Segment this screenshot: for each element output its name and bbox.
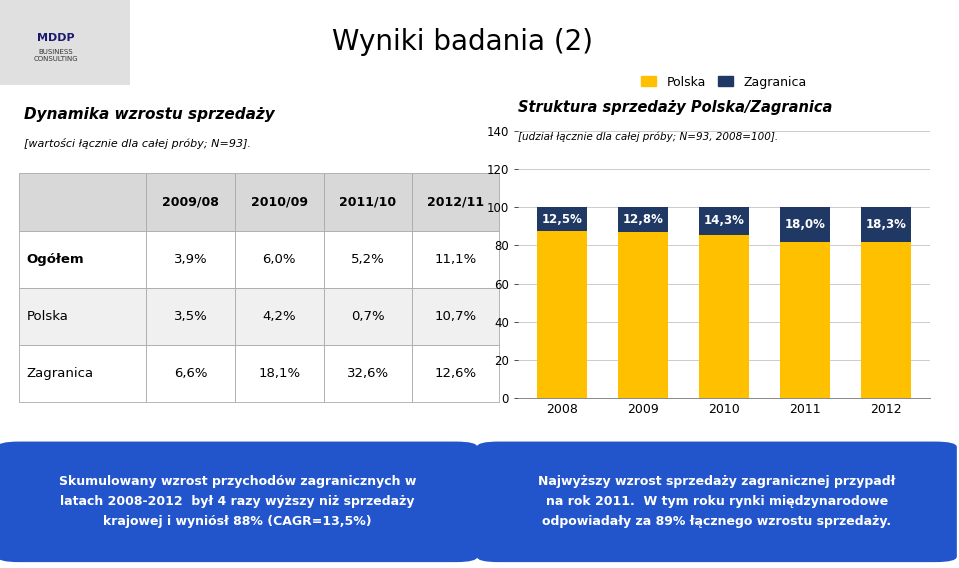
Bar [146,173,235,231]
Bar [324,345,412,402]
Bar [861,207,911,242]
Text: BUSINESS
CONSULTING: BUSINESS CONSULTING [34,49,78,62]
Text: 5,2%: 5,2% [351,253,385,266]
Bar [146,345,235,402]
Bar [0,0,129,85]
Text: Struktura sprzedaży Polska/Zagranica: Struktura sprzedaży Polska/Zagranica [518,100,832,115]
Bar [412,173,499,231]
Text: Polska: Polska [27,310,68,323]
Text: Ogółem: Ogółem [27,253,84,266]
FancyBboxPatch shape [0,441,478,562]
Text: Najwyższy wzrost sprzedaży zagranicznej przypadł
na rok 2011.  W tym roku rynki : Najwyższy wzrost sprzedaży zagranicznej … [538,475,896,528]
Text: 3,5%: 3,5% [174,310,207,323]
Text: 2011/10: 2011/10 [339,195,397,208]
Bar [537,207,587,231]
Text: 12,5%: 12,5% [541,213,582,225]
Bar [412,288,499,345]
Bar [537,231,587,398]
Text: MDDP: MDDP [36,34,75,43]
Text: 18,1%: 18,1% [258,367,300,380]
Text: 32,6%: 32,6% [347,367,389,380]
Text: 6,0%: 6,0% [263,253,296,266]
Bar [235,345,324,402]
Text: 6,6%: 6,6% [174,367,207,380]
Text: 2009/08: 2009/08 [162,195,219,208]
Bar [324,173,412,231]
Bar [618,232,668,398]
Bar [699,235,749,398]
Bar [412,231,499,288]
Bar [780,207,830,241]
Bar [19,173,146,231]
FancyBboxPatch shape [477,441,957,562]
Text: 3,9%: 3,9% [174,253,207,266]
Text: 0,7%: 0,7% [351,310,385,323]
Text: 10,7%: 10,7% [434,310,477,323]
Text: Skumulowany wzrost przychodów zagranicznych w
latach 2008-2012  był 4 razy wyższ: Skumulowany wzrost przychodów zagraniczn… [58,475,416,528]
Text: [wartości łącznie dla całej próby; N=93].: [wartości łącznie dla całej próby; N=93]… [24,139,251,149]
Bar [19,345,146,402]
Bar [19,231,146,288]
Bar [19,288,146,345]
Bar [780,241,830,398]
Bar [235,173,324,231]
Bar [324,288,412,345]
Bar [146,231,235,288]
Bar [235,231,324,288]
Text: 2010/09: 2010/09 [251,195,308,208]
Bar [146,288,235,345]
Text: 4,2%: 4,2% [263,310,296,323]
Text: [udział łącznie dla całej próby; N=93, 2008=100].: [udział łącznie dla całej próby; N=93, 2… [518,131,778,141]
Bar [324,231,412,288]
Text: 12,6%: 12,6% [434,367,477,380]
Text: Wyniki badania (2): Wyniki badania (2) [332,28,594,56]
Text: Zagranica: Zagranica [27,367,93,380]
Bar [861,242,911,398]
Bar [618,207,668,232]
Text: 18,3%: 18,3% [866,218,907,231]
Bar [699,207,749,235]
Bar [412,345,499,402]
Text: Dynamika wzrostu sprzedaży: Dynamika wzrostu sprzedaży [24,107,274,122]
Text: 2012/11: 2012/11 [427,195,484,208]
Text: 18,0%: 18,0% [784,218,826,231]
Text: 12,8%: 12,8% [622,213,664,226]
Bar [235,288,324,345]
Text: 11,1%: 11,1% [434,253,477,266]
Text: 14,3%: 14,3% [704,215,744,227]
Legend: Polska, Zagranica: Polska, Zagranica [637,70,811,94]
